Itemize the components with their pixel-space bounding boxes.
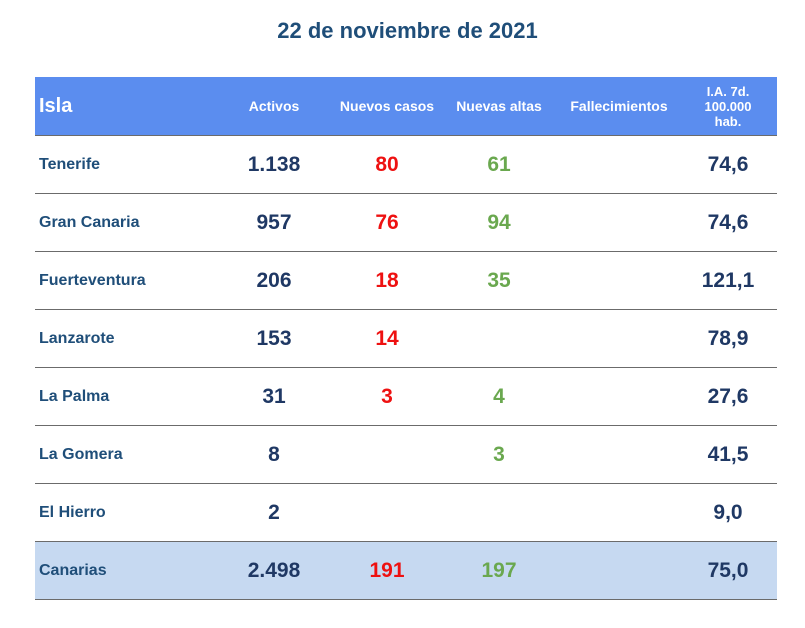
table-row: La Palma 31 3 4 27,6 — [35, 367, 777, 426]
table-header-row: Isla Activos Nuevos casos Nuevas altas F… — [35, 77, 777, 136]
cell-ia: 74,6 — [679, 193, 777, 252]
cell-nuevas-altas: 61 — [439, 135, 559, 194]
table-row: El Hierro 2 9,0 — [35, 483, 777, 542]
cell-activos: 1.138 — [213, 135, 335, 194]
cell-nuevas-altas: 4 — [439, 367, 559, 426]
cell-isla: El Hierro — [35, 483, 213, 542]
cell-ia: 75,0 — [679, 541, 777, 600]
cell-ia: 9,0 — [679, 483, 777, 542]
table-total-row: Canarias 2.498 191 197 75,0 — [35, 541, 777, 600]
cell-fallecimientos — [559, 541, 679, 600]
column-header-ia: I.A. 7d. 100.000 hab. — [679, 77, 777, 136]
cell-ia: 78,9 — [679, 309, 777, 368]
cell-activos: 2.498 — [213, 541, 335, 600]
cell-nuevas-altas: 3 — [439, 425, 559, 484]
column-header-ia-line1: I.A. 7d. — [706, 83, 750, 99]
cell-nuevos-casos — [335, 483, 439, 542]
cell-nuevos-casos: 3 — [335, 367, 439, 426]
cell-activos: 31 — [213, 367, 335, 426]
cell-fallecimientos — [559, 367, 679, 426]
cell-nuevos-casos — [335, 425, 439, 484]
cell-isla: Tenerife — [35, 135, 213, 194]
column-header-nuevos-casos: Nuevos casos — [335, 77, 439, 136]
cell-nuevas-altas: 94 — [439, 193, 559, 252]
cell-ia: 74,6 — [679, 135, 777, 194]
cell-fallecimientos — [559, 135, 679, 194]
column-header-ia-line2: 100.000 — [704, 98, 752, 114]
cell-fallecimientos — [559, 425, 679, 484]
cell-isla: Lanzarote — [35, 309, 213, 368]
cell-ia: 121,1 — [679, 251, 777, 310]
cell-nuevas-altas — [439, 309, 559, 368]
cell-isla: La Gomera — [35, 425, 213, 484]
cell-isla: Canarias — [35, 541, 213, 600]
cell-activos: 206 — [213, 251, 335, 310]
covid-table: Isla Activos Nuevos casos Nuevas altas F… — [35, 77, 777, 600]
table-row: Fuerteventura 206 18 35 121,1 — [35, 251, 777, 310]
page-title: 22 de noviembre de 2021 — [277, 18, 538, 43]
table-row: Gran Canaria 957 76 94 74,6 — [35, 193, 777, 252]
cell-activos: 2 — [213, 483, 335, 542]
table-row: La Gomera 8 3 41,5 — [35, 425, 777, 484]
column-header-isla: Isla — [35, 77, 213, 136]
cell-nuevos-casos: 80 — [335, 135, 439, 194]
cell-isla: Gran Canaria — [35, 193, 213, 252]
column-header-activos: Activos — [213, 77, 335, 136]
cell-nuevos-casos: 18 — [335, 251, 439, 310]
column-header-ia-line3: hab. — [714, 113, 742, 129]
cell-fallecimientos — [559, 193, 679, 252]
column-header-nuevas-altas: Nuevas altas — [439, 77, 559, 136]
cell-nuevas-altas: 197 — [439, 541, 559, 600]
cell-ia: 27,6 — [679, 367, 777, 426]
cell-fallecimientos — [559, 483, 679, 542]
cell-isla: Fuerteventura — [35, 251, 213, 310]
cell-ia: 41,5 — [679, 425, 777, 484]
cell-nuevas-altas — [439, 483, 559, 542]
cell-activos: 957 — [213, 193, 335, 252]
cell-activos: 8 — [213, 425, 335, 484]
cell-isla: La Palma — [35, 367, 213, 426]
table-row: Tenerife 1.138 80 61 74,6 — [35, 135, 777, 194]
cell-fallecimientos — [559, 251, 679, 310]
cell-nuevos-casos: 76 — [335, 193, 439, 252]
cell-fallecimientos — [559, 309, 679, 368]
cell-nuevos-casos: 191 — [335, 541, 439, 600]
cell-activos: 153 — [213, 309, 335, 368]
cell-nuevos-casos: 14 — [335, 309, 439, 368]
table-row: Lanzarote 153 14 78,9 — [35, 309, 777, 368]
column-header-fallecimientos: Fallecimientos — [559, 77, 679, 136]
cell-nuevas-altas: 35 — [439, 251, 559, 310]
